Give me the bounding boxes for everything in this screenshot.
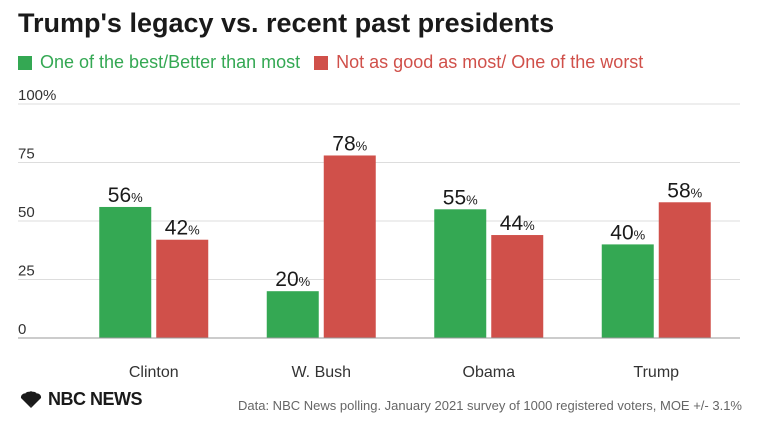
y-tick-label: 50 — [18, 204, 35, 221]
legend-label-worst: Not as good as most/ One of the worst — [336, 52, 644, 72]
legend-label-best: One of the best/Better than most — [40, 52, 301, 72]
y-tick-label: 75 — [18, 146, 35, 163]
bar-chart: 0 25 50 75 100% 56% 42% Clinton 20% 78% W. Bush 55%… — [18, 87, 740, 381]
peacock-icon — [20, 390, 42, 408]
x-tick-label: Clinton — [129, 364, 179, 381]
data-label: 56% — [108, 184, 143, 207]
bar — [156, 239, 209, 338]
y-tick-label: 25 — [18, 263, 35, 280]
bar — [99, 206, 152, 338]
data-label: 78% — [332, 132, 367, 155]
legend-item-best: One of the best/Better than most — [18, 52, 300, 73]
legend-swatch-green — [18, 55, 32, 70]
data-label: 44% — [500, 212, 535, 235]
source-note: Data: NBC News polling. January 2021 sur… — [238, 398, 742, 413]
bar — [601, 244, 654, 338]
legend-item-worst: Not as good as most/ One of the worst — [314, 52, 643, 73]
x-tick-label: Obama — [463, 364, 516, 381]
y-tick-label: 100% — [18, 87, 56, 104]
x-tick-label: W. Bush — [291, 364, 351, 381]
bar — [434, 209, 487, 338]
logo-text: NBC NEWS — [48, 389, 143, 409]
legend-swatch-red — [314, 55, 329, 70]
bar — [658, 202, 711, 338]
legend: One of the best/Better than most Not as … — [18, 52, 657, 73]
bar — [266, 291, 319, 338]
x-tick-label: Trump — [633, 364, 679, 381]
data-label: 40% — [610, 221, 645, 244]
data-label: 55% — [443, 186, 478, 209]
y-tick-label: 0 — [18, 321, 26, 338]
data-label: 42% — [165, 217, 200, 240]
chart-title: Trump's legacy vs. recent past president… — [18, 8, 555, 38]
data-label: 58% — [667, 179, 702, 202]
nbc-news-logo: NBC NEWS — [18, 389, 143, 410]
bar — [491, 235, 544, 338]
data-label: 20% — [275, 268, 310, 291]
bar — [323, 155, 376, 338]
